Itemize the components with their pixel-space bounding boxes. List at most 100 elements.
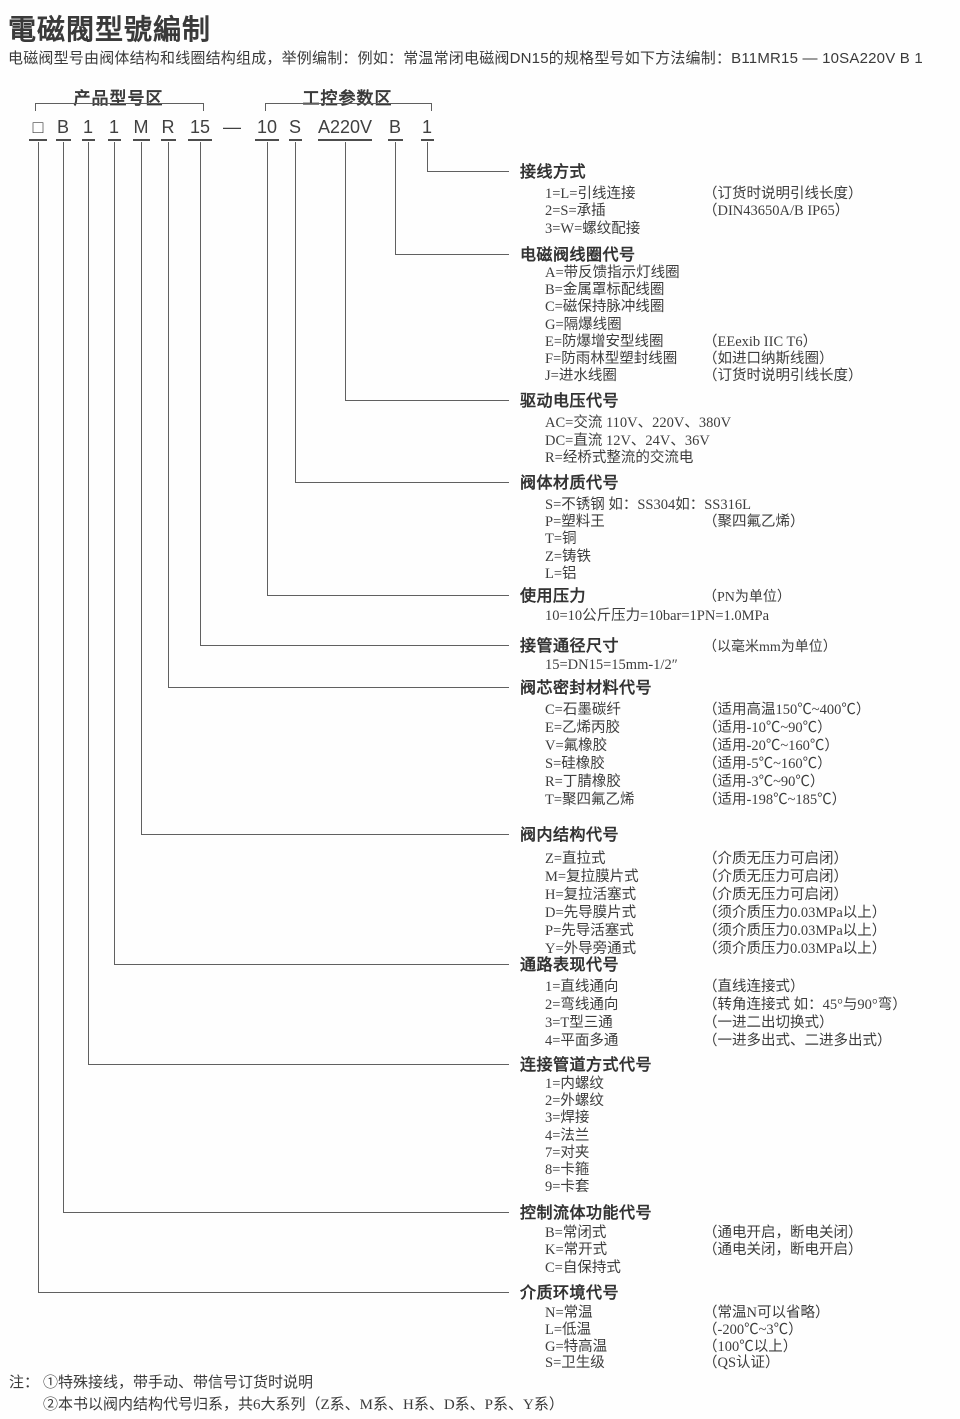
code-item-row: R=丁腈橡胶 （适用-3℃~90℃） xyxy=(520,773,956,791)
code-item-row: T=铜 xyxy=(520,531,956,548)
item-code: V=氟橡胶 xyxy=(545,738,608,754)
item-remark: （适用-198℃~185℃） xyxy=(703,792,847,808)
item-remark: （介质无压力可启闭） xyxy=(703,887,848,903)
item-remark: （介质无压力可启闭） xyxy=(703,869,848,885)
section-title-remark: （以毫米mm为单位） xyxy=(703,640,837,655)
code-char-7: — xyxy=(223,117,241,137)
code-item-row: J=进水线圈 （订货时说明引线长度） xyxy=(520,368,956,385)
footnotes: 注： ①特殊接线，带手动、带信号订货时说明 ②本书以阀内结构代号归系，共6大系列（… xyxy=(9,1372,564,1416)
code-item-row: B=常闭式 （通电开启，断电关闭） xyxy=(520,1225,956,1242)
code-item-row: R=经桥式整流的交流电 xyxy=(520,450,956,468)
item-code: C=石墨碳纤 xyxy=(545,702,621,718)
footnote-line: ②本书以阀内结构代号归系，共6大系列（Z系、M系、H系、D系、P系、Y系） xyxy=(43,1397,564,1413)
section-items: N=常温 （常温N可以省略） L=低温 （-200℃~3℃） G=特高温 （100℃以上）… xyxy=(520,1305,956,1372)
section-title: 电磁阀线圈代号 xyxy=(520,247,636,264)
item-code: H=复拉活塞式 xyxy=(545,887,637,903)
section-2: 驱动电压代号 AC=交流 110V、220V、380V DC=直流 12V、24V、… xyxy=(520,392,956,468)
item-code: 8=卡箍 xyxy=(545,1162,590,1179)
item-code: S=卫生级 xyxy=(545,1355,605,1372)
item-code: 2=S=承插 xyxy=(545,203,606,220)
section-title: 介质环境代号 xyxy=(520,1285,620,1302)
item-code: P=先导活塞式 xyxy=(545,923,634,939)
section-items: 1=直线通向 （直线连接式） 2=弯线通向 （转角连接式 如：45°与90°弯） 3=T… xyxy=(520,978,956,1050)
code-char-8: 10 xyxy=(256,117,278,137)
code-item-row: H=复拉活塞式 （介质无压力可启闭） xyxy=(520,886,956,904)
code-item-row: DC=直流 12V、24V、36V xyxy=(520,433,956,451)
item-remark: （通电开启，断电关闭） xyxy=(703,1225,863,1241)
item-code: S=不锈钢 如：SS304如：SS316L xyxy=(545,497,751,513)
section-1: 电磁阀线圈代号 A=带反馈指示灯线圈 B=金属罩标配线圈 C=磁保持脉冲线圈 G=隔爆线… xyxy=(520,246,956,385)
item-code: 4=法兰 xyxy=(545,1127,590,1144)
item-code: 7=对夹 xyxy=(545,1144,590,1161)
code-item-row: L=铝 xyxy=(520,566,956,583)
connector-line xyxy=(141,142,509,835)
code-item-row: P=塑料王 （聚四氟乙烯） xyxy=(520,514,956,531)
zone-bracket-icon xyxy=(265,103,432,111)
section-title: 接管通径尺寸 （以毫米mm为单位） xyxy=(520,637,956,657)
code-char-1: B xyxy=(56,117,70,137)
code-item-row: 2=外螺纹 xyxy=(520,1093,956,1110)
code-item-row: 8=卡箍 xyxy=(520,1162,956,1179)
item-code: P=塑料王 xyxy=(545,514,605,531)
code-item-row: B=金属罩标配线圈 xyxy=(520,282,956,299)
item-code: T=铜 xyxy=(545,531,577,548)
section-10: 控制流体功能代号 B=常闭式 （通电开启，断电关闭） K=常开式 （通电关闭，断电开启）… xyxy=(520,1204,956,1277)
code-char-6: 15 xyxy=(189,117,211,137)
item-remark: （适用-3℃~90℃） xyxy=(703,774,825,790)
code-item-row: G=特高温 （100℃以上） xyxy=(520,1339,956,1356)
code-item-row: 10=10公斤压力=10bar=1PN=1.0MPa xyxy=(520,608,956,625)
item-code: E=乙烯丙胶 xyxy=(545,720,621,736)
item-code: R=经桥式整流的交流电 xyxy=(545,450,694,466)
code-char-5: R xyxy=(161,117,175,137)
item-code: 9=卡套 xyxy=(545,1179,590,1196)
section-6: 阀芯密封材料代号 C=石墨碳纤 （适用高温150℃~400℃） E=乙烯丙胶 （适用-1… xyxy=(520,679,956,809)
char-underline xyxy=(107,139,121,141)
section-items: 15=DN15=15mm-1/2″ xyxy=(520,657,956,674)
item-code: AC=交流 110V、220V、380V xyxy=(545,415,732,431)
code-item-row: F=防雨林型塑封线圈 （如进口纳斯线圈） xyxy=(520,351,956,368)
item-remark: （一进多出式、二进多出式） xyxy=(703,1033,892,1049)
char-underline xyxy=(132,139,150,141)
code-item-row: Y=外导旁通式 （须介质压力0.03MPa以上） xyxy=(520,940,956,958)
footnote-line: ①特殊接线，带手动、带信号订货时说明 xyxy=(43,1375,314,1391)
code-item-row: 1=内螺纹 xyxy=(520,1076,956,1093)
code-item-row: AC=交流 110V、220V、380V xyxy=(520,415,956,433)
connector-line xyxy=(168,142,509,688)
footnotes-prefix: 注： xyxy=(9,1375,40,1391)
code-item-row: K=常开式 （通电关闭，断电开启） xyxy=(520,1242,956,1259)
section-11: 介质环境代号 N=常温 （常温N可以省略） L=低温 （-200℃~3℃） G=特高温 （1… xyxy=(520,1284,956,1372)
code-item-row: 3=W=螺纹配接 xyxy=(520,221,956,238)
code-item-row: N=常温 （常温N可以省略） xyxy=(520,1305,956,1322)
section-title: 阀芯密封材料代号 xyxy=(520,680,653,697)
item-code: Z=直拉式 xyxy=(545,851,606,867)
item-code: 4=平面多通 xyxy=(545,1033,619,1049)
item-remark: （订货时说明引线长度） xyxy=(703,186,863,202)
item-remark: （如进口纳斯线圈） xyxy=(703,351,834,368)
item-remark: （聚四氟乙烯） xyxy=(703,514,805,531)
item-code: 1=直线通向 xyxy=(545,979,619,995)
item-code: C=自保持式 xyxy=(545,1259,621,1276)
connector-line xyxy=(295,142,509,483)
code-item-row: 3=T型三通 （一进二出切换式） xyxy=(520,1014,956,1032)
code-item-row: E=乙烯丙胶 （适用-10℃~90℃） xyxy=(520,719,956,737)
item-code: L=铝 xyxy=(545,565,577,582)
section-items: C=石墨碳纤 （适用高温150℃~400℃） E=乙烯丙胶 （适用-10℃~90℃） V… xyxy=(520,701,956,809)
section-title: 阀内结构代号 xyxy=(520,827,620,844)
code-item-row: M=复拉膜片式 （介质无压力可启闭） xyxy=(520,868,956,886)
item-code: S=硅橡胶 xyxy=(545,756,605,772)
code-item-row: Z=铸铁 xyxy=(520,549,956,566)
item-code: B=金属罩标配线圈 xyxy=(545,282,665,299)
section-items: 1=L=引线连接 （订货时说明引线长度） 2=S=承插 （DIN43650A/B IP… xyxy=(520,186,956,238)
item-code: 10=10公斤压力=10bar=1PN=1.0MPa xyxy=(545,608,770,624)
section-items: S=不锈钢 如：SS304如：SS316L P=塑料王 （聚四氟乙烯） T=铜 Z=铸铁… xyxy=(520,497,956,583)
item-remark: （100℃以上） xyxy=(703,1338,798,1355)
item-code: C=磁保持脉冲线圈 xyxy=(545,299,665,316)
code-item-row: Z=直拉式 （介质无压力可启闭） xyxy=(520,850,956,868)
section-3: 阀体材质代号 S=不锈钢 如：SS304如：SS316L P=塑料王 （聚四氟乙烯） T… xyxy=(520,474,956,583)
item-code: Y=外导旁通式 xyxy=(545,941,637,957)
item-code: D=先导膜片式 xyxy=(545,905,637,921)
section-title: 通路表现代号 xyxy=(520,957,620,974)
code-item-row: E=防爆增安型线圈 （EEexib IIC T6） xyxy=(520,334,956,351)
item-code: 3=T型三通 xyxy=(545,1015,613,1031)
section-0: 接线方式 1=L=引线连接 （订货时说明引线长度） 2=S=承插 （DIN43650A/… xyxy=(520,163,956,238)
